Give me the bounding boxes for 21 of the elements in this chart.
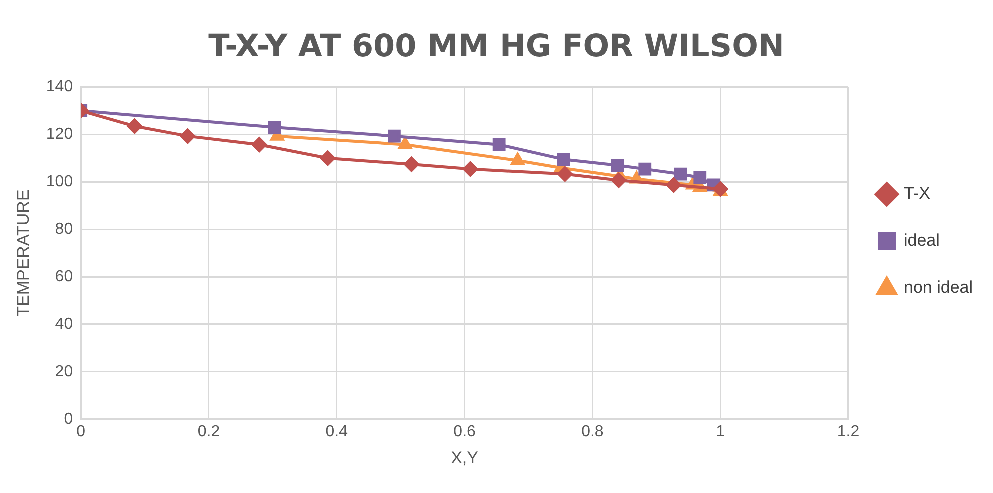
- y-tick-label: 80: [55, 220, 74, 238]
- y-tick-label: 20: [55, 363, 74, 380]
- x-tick-label: 0.8: [582, 423, 604, 440]
- x-axis-title: X,Y: [451, 448, 478, 468]
- x-tick-label: 0.2: [198, 423, 220, 440]
- y-tick-label: 120: [46, 126, 74, 144]
- chart-title: T-X-Y AT 600 MM HG FOR WILSON: [208, 28, 784, 65]
- x-tick-label: 0.4: [326, 423, 348, 440]
- y-tick-label: 40: [55, 316, 74, 333]
- x-tick-label: 0: [76, 423, 86, 440]
- y-tick-label: 140: [46, 78, 74, 96]
- legend-label: T-X: [904, 184, 930, 204]
- y-tick-label: 100: [46, 174, 74, 191]
- y-tick-label: 60: [55, 268, 74, 286]
- y-axis-title: TEMPERATURE: [14, 190, 33, 317]
- legend-label: ideal: [904, 231, 940, 250]
- x-tick-label: 0.6: [454, 423, 476, 440]
- y-tick-label: 0: [64, 410, 74, 428]
- x-tick-label: 1.2: [837, 423, 860, 440]
- legend-label: non ideal: [904, 278, 974, 298]
- x-tick-label: 1: [716, 423, 726, 440]
